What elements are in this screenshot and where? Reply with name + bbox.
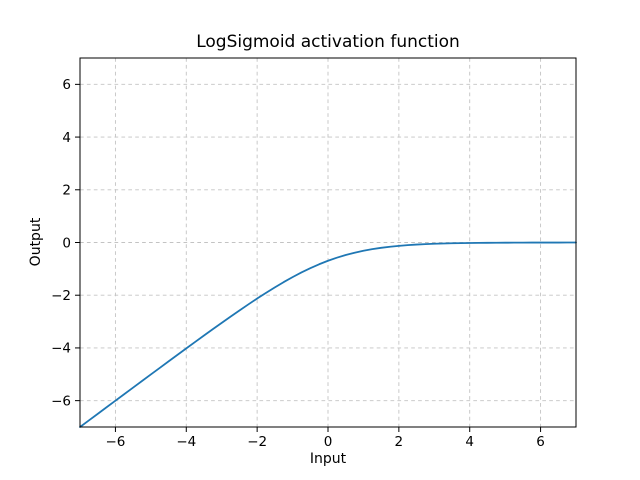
chart-title: LogSigmoid activation function — [196, 32, 460, 52]
x-tick-label: −4 — [176, 434, 196, 450]
y-tick-label: −4 — [51, 341, 71, 357]
x-tick-label: 4 — [465, 434, 474, 450]
y-tick-label: 6 — [62, 77, 71, 93]
y-tick-label: −6 — [51, 393, 71, 409]
x-tick-label: 6 — [536, 434, 545, 450]
x-tick-label: 2 — [395, 434, 404, 450]
x-tick-label: 0 — [324, 434, 333, 450]
curve-logsigmoid — [79, 241, 577, 428]
y-tick-label: 2 — [62, 183, 71, 199]
y-tick-label: 4 — [62, 130, 71, 146]
y-tick-label: 0 — [62, 235, 71, 251]
x-tick-label: −2 — [247, 434, 267, 450]
x-tick-label: −6 — [105, 434, 125, 450]
y-tick-label: −2 — [51, 288, 71, 304]
x-axis-label: Input — [309, 451, 347, 467]
y-axis-label: Output — [28, 217, 44, 267]
